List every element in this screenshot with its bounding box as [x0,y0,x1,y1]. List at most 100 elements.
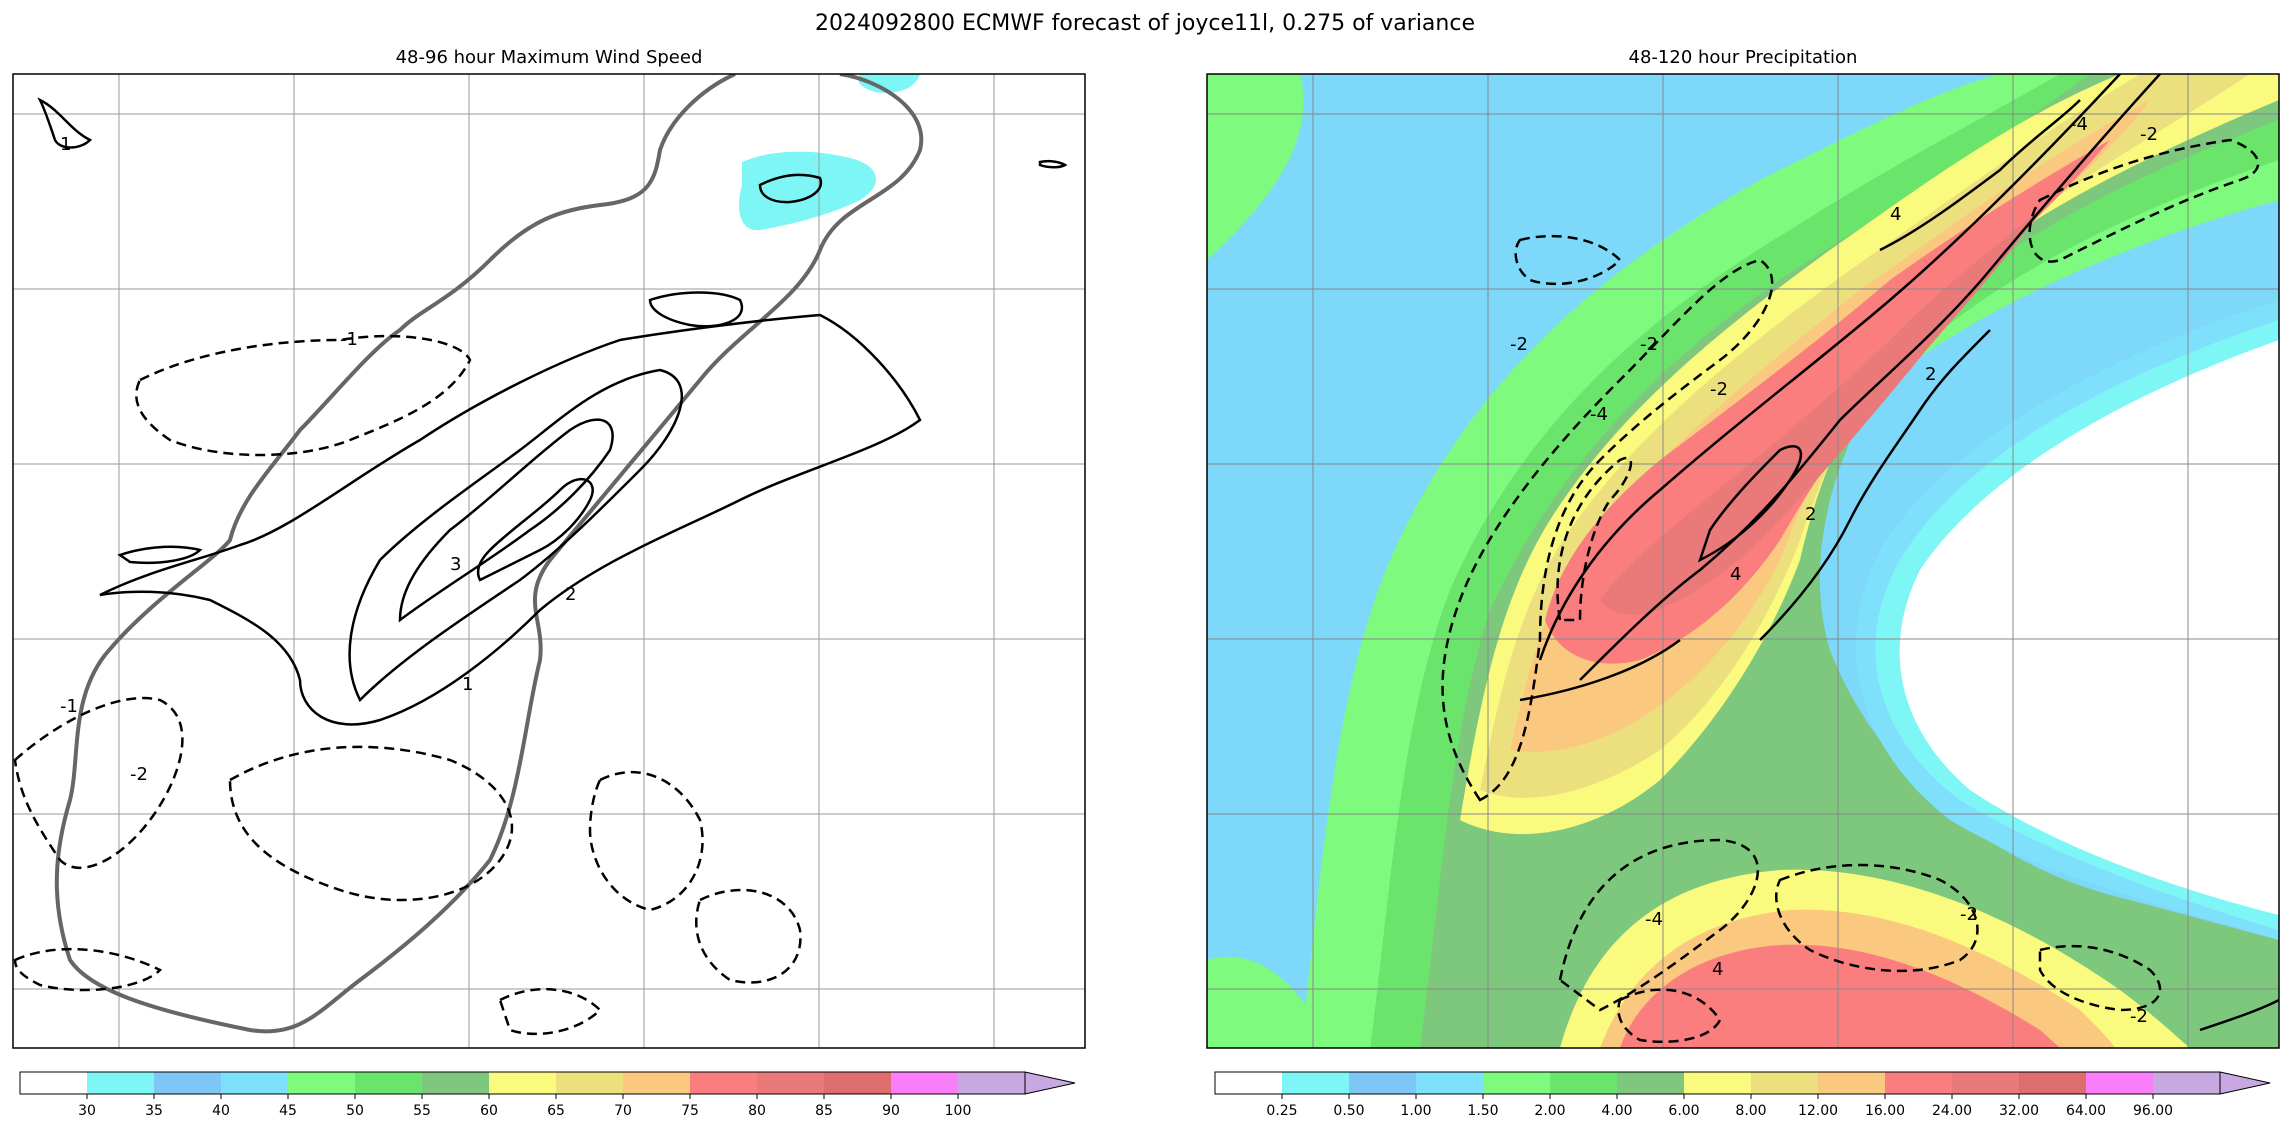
wind-colorbar-tick-label: 60 [480,1103,498,1119]
wind-cyan-area [739,151,877,231]
panel-precip: 48-120 hour Precipitation [1206,47,2280,1049]
precip-white-area [1875,320,2279,930]
wind-contour-labels: 1 2 3 -1 -2 -1 1 [60,134,576,785]
wind-contour-label: -1 [60,696,78,717]
precip-colorbar-extend-arrow [2219,1071,2271,1095]
precip-contour-label: -2 [2140,124,2158,145]
precip-colorbar-tick-label: 6.00 [1668,1103,1699,1119]
wind-colorbar-segment [489,1072,556,1094]
precip-contour-label: 4 [1712,959,1723,980]
precip-colorbar-tick-label: 32.00 [1999,1103,2039,1119]
wind-colorbar-segment [623,1072,690,1094]
precip-contour-label: -4 [2070,114,2088,135]
wind-colorbar-segment [757,1072,824,1094]
wind-colorbar-frame [19,1071,1025,1095]
wind-axes-frame [12,73,1086,1049]
wind-colorbar-segment [690,1072,757,1094]
precip-contour-label: -2 [1710,379,1728,400]
precip-colorbar: 0.25 0.50 1.00 1.50 2.00 4.00 6.00 8.00 12.00 16.… [1214,1071,2271,1119]
wind-contours-dashed [13,334,802,1036]
precip-contour-label: 2 [1925,364,1936,385]
wind-cyan-top [858,74,920,93]
precip-colorbar-segment [1952,1072,2019,1094]
precip-colorbar-segment [1885,1072,1952,1094]
wind-contour-label: 2 [565,584,576,605]
wind-colorbar-tick-label: 50 [346,1103,364,1119]
figure-title: 2024092800 ECMWF forecast of joyce11l, 0… [815,11,1475,36]
precip-colorbar-tick-label: 2.00 [1534,1103,1565,1119]
precip-colorbar-tick-label: 0.25 [1266,1103,1297,1119]
wind-colorbar-tick-label: 65 [547,1103,565,1119]
wind-colorbar-tick-label: 45 [279,1103,297,1119]
precip-colorbar-segment [1349,1072,1416,1094]
wind-colorbar-tick-label: 55 [413,1103,431,1119]
wind-colorbar-extend-arrow [1024,1071,1076,1095]
wind-contour-label: -2 [130,764,148,785]
wind-contour-label: 1 [462,674,473,695]
panel-wind: 48-96 hour Maximum Wind Speed [12,47,1086,1049]
precip-colorbar-tick-label: 12.00 [1798,1103,1838,1119]
precip-colorbar-tick-label: 64.00 [2066,1103,2106,1119]
wind-colorbar-tick-label: 85 [815,1103,833,1119]
wind-colorbar-tick-label: 70 [614,1103,632,1119]
wind-contours-solid [37,97,1068,726]
wind-colorbar-segment [891,1072,958,1094]
precip-colorbar-frame [1214,1071,2220,1095]
precip-colorbar-segment [2019,1072,2086,1094]
wind-contour-label: -1 [340,329,358,350]
wind-colorbar-tick-label: 90 [882,1103,900,1119]
precip-colorbar-segment [1416,1072,1483,1094]
precip-colorbar-segment [1282,1072,1349,1094]
precip-contours-dashed [1441,138,2260,1044]
precip-colorbar-tick-label: 96.00 [2133,1103,2173,1119]
precip-contours-solid [1519,74,2279,1032]
precip-colorbar-segment [1617,1072,1684,1094]
precip-contour-label: -2 [1510,334,1528,355]
wind-colorbar-segment [355,1072,422,1094]
wind-contour-label: 1 [60,134,71,155]
precip-axes-frame [1206,73,2280,1049]
precip-panel-title: 48-120 hour Precipitation [1629,47,1858,68]
wind-colorbar-tick-label: 40 [212,1103,230,1119]
precip-contour-labels: -4 -2 -2 -2 2 4 2 -4 4 4 -4 -2 -2 -2 [1510,114,2158,1027]
wind-colorbar-segment [422,1072,489,1094]
precip-colorbar-tick-label: 16.00 [1865,1103,1905,1119]
precip-contour-label: -2 [1960,904,1978,925]
precip-contour-label: -4 [1645,909,1663,930]
wind-colorbar-segment [221,1072,288,1094]
wind-colorbar: 30 35 40 45 50 55 60 65 70 75 80 85 90 100 [19,1071,1076,1119]
wind-colorbar-segment [958,1072,1025,1094]
precip-colorbar-segment [2153,1072,2220,1094]
wind-colorbar-segment [556,1072,623,1094]
precip-contour-label: -2 [2130,1006,2148,1027]
wind-colorbar-segment [288,1072,355,1094]
precip-colorbar-segment [2086,1072,2153,1094]
precip-colorbar-tick-label: 8.00 [1735,1103,1766,1119]
wind-track-outline [54,74,924,1034]
precip-contour-label: -2 [1640,334,1658,355]
wind-colorbar-tick-label: 75 [681,1103,699,1119]
precip-colorbar-tick-label: 24.00 [1932,1103,1972,1119]
wind-colorbar-segment [824,1072,891,1094]
precip-colorbar-tick-label: 1.00 [1400,1103,1431,1119]
precip-grid [1207,74,2279,1048]
precip-colorbar-tick-label: 1.50 [1467,1103,1498,1119]
wind-colorbar-segment [87,1072,154,1094]
wind-contour-label: 3 [450,554,461,575]
wind-panel-title: 48-96 hour Maximum Wind Speed [396,47,703,68]
wind-colorbar-segment [20,1072,87,1094]
precip-colorbar-segment [1483,1072,1550,1094]
precip-contour-label: 2 [1805,504,1816,525]
precip-contour-label: 4 [1890,204,1901,225]
precip-colorbar-segment [1550,1072,1617,1094]
precip-colorbar-segment [1818,1072,1885,1094]
precip-colorbar-tick-label: 0.50 [1333,1103,1364,1119]
wind-colorbar-segment [154,1072,221,1094]
precip-colorbar-segment [1684,1072,1751,1094]
precip-colorbar-segment [1751,1072,1818,1094]
precip-contour-label: -4 [1590,404,1608,425]
wind-colorbar-tick-label: 80 [748,1103,766,1119]
wind-colorbar-tick-label: 100 [945,1103,972,1119]
precip-colorbar-tick-label: 4.00 [1601,1103,1632,1119]
